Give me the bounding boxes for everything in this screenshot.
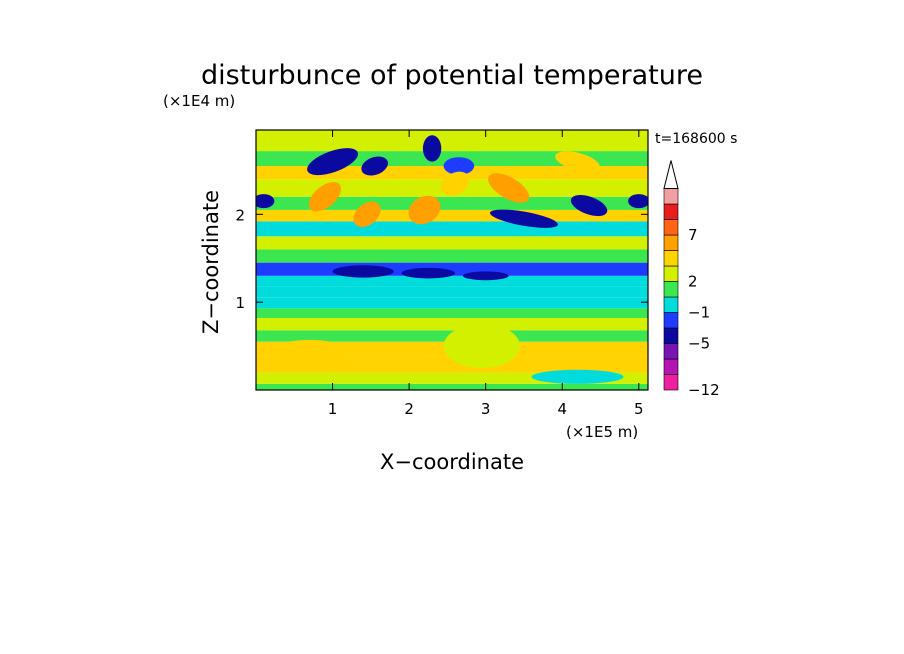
heatmap-feature bbox=[401, 267, 456, 279]
heatmap-band bbox=[256, 249, 648, 263]
heatmap-feature bbox=[271, 339, 348, 362]
y-tick-label: 1 bbox=[235, 294, 245, 312]
colorbar-swatch bbox=[663, 234, 679, 251]
colorbar-swatch bbox=[663, 343, 679, 360]
colorbar-label: 7 bbox=[688, 226, 698, 244]
heatmap-feature bbox=[462, 271, 509, 281]
chart-title: disturbunce of potential temperature bbox=[201, 60, 703, 91]
colorbar-swatch bbox=[663, 265, 679, 282]
heatmap-feature bbox=[628, 194, 648, 209]
heatmap-feature bbox=[488, 173, 530, 203]
heatmap-band bbox=[256, 383, 648, 390]
axis-ticks: 1 2 3 4 5 1 2 bbox=[235, 130, 648, 418]
plot-frame bbox=[255, 129, 649, 391]
heatmap-band bbox=[256, 221, 648, 237]
heatmap-feature bbox=[308, 182, 342, 212]
y-tick-label: 2 bbox=[235, 206, 245, 224]
y-axis-label: Z−coordinate bbox=[199, 190, 223, 334]
heatmap-feature bbox=[361, 156, 388, 176]
heatmap-band bbox=[256, 356, 648, 373]
x-axis-label: X−coordinate bbox=[380, 450, 524, 474]
x-tick-label: 3 bbox=[481, 400, 491, 418]
x-tick-label: 2 bbox=[404, 400, 414, 418]
heatmap-feature bbox=[531, 369, 624, 384]
heatmap-feature bbox=[570, 195, 608, 217]
colorbar-label: −5 bbox=[688, 335, 710, 353]
heatmap-band bbox=[256, 317, 648, 331]
heatmap-feature bbox=[440, 171, 470, 196]
colorbar-swatch bbox=[663, 327, 679, 344]
heatmap-field bbox=[256, 130, 648, 390]
heatmap-feature bbox=[353, 201, 381, 228]
heatmap-features bbox=[256, 135, 648, 384]
colorbar-swatch bbox=[663, 374, 679, 391]
heatmap-band bbox=[256, 196, 648, 210]
heatmap-band bbox=[256, 130, 648, 152]
heatmap-band bbox=[256, 286, 648, 298]
colorbar-label: −12 bbox=[688, 381, 720, 399]
heatmap-band bbox=[256, 308, 648, 318]
colorbar-swatch bbox=[663, 312, 679, 329]
heatmap-bands bbox=[256, 130, 648, 390]
x-tick-label: 5 bbox=[634, 400, 644, 418]
heatmap-band bbox=[256, 236, 648, 250]
heatmap-feature bbox=[307, 148, 359, 176]
x-tick-label: 4 bbox=[557, 400, 567, 418]
time-label: t=168600 s bbox=[655, 131, 737, 147]
colorbar-swatch bbox=[663, 250, 679, 267]
heatmap-band bbox=[256, 209, 648, 222]
colorbar-swatch bbox=[663, 203, 679, 220]
heatmap-feature bbox=[443, 157, 475, 175]
colorbar-swatch bbox=[663, 188, 679, 205]
heatmap-feature bbox=[422, 135, 442, 162]
colorbar-label: 2 bbox=[688, 273, 698, 291]
heatmap-band bbox=[256, 372, 648, 384]
colorbar-extend-arrow bbox=[663, 160, 679, 189]
heatmap-feature bbox=[408, 195, 441, 225]
heatmap-feature bbox=[443, 324, 521, 369]
heatmap-band bbox=[256, 297, 648, 309]
colorbar: −12−5−127 bbox=[663, 160, 720, 399]
heatmap-feature bbox=[332, 265, 394, 278]
x-scale-label: (×1E5 m) bbox=[566, 423, 638, 441]
colorbar-swatch bbox=[663, 358, 679, 375]
heatmap-feature bbox=[256, 194, 275, 209]
heatmap-feature bbox=[555, 151, 600, 172]
heatmap-band bbox=[256, 275, 648, 287]
heatmap-feature bbox=[490, 209, 558, 228]
colorbar-swatch bbox=[663, 296, 679, 313]
colorbar-swatch bbox=[663, 281, 679, 298]
x-tick-label: 1 bbox=[328, 400, 338, 418]
y-scale-label: (×1E4 m) bbox=[163, 92, 235, 110]
colorbar-label: −1 bbox=[688, 304, 710, 322]
colorbar-swatch bbox=[663, 219, 679, 236]
